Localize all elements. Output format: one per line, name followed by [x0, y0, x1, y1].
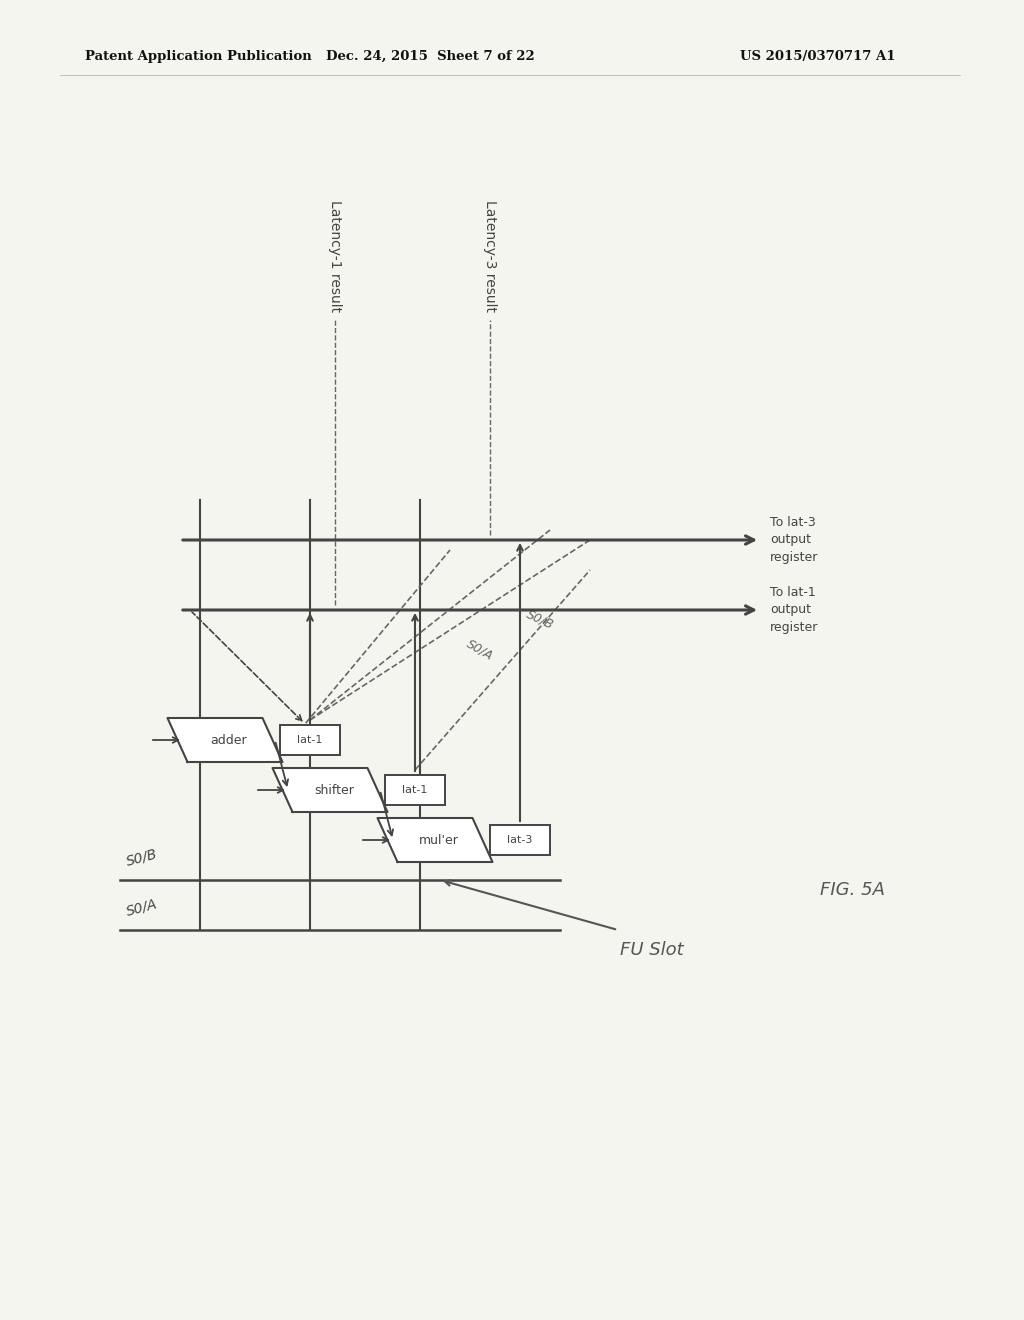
Text: Dec. 24, 2015  Sheet 7 of 22: Dec. 24, 2015 Sheet 7 of 22 — [326, 50, 535, 63]
Text: adder: adder — [211, 734, 248, 747]
Text: Patent Application Publication: Patent Application Publication — [85, 50, 311, 63]
Text: FIG. 5A: FIG. 5A — [820, 880, 885, 899]
Text: shifter: shifter — [314, 784, 354, 796]
Text: Latency-3 result: Latency-3 result — [483, 201, 497, 312]
Text: FU Slot: FU Slot — [620, 941, 684, 960]
Text: Latency-1 result: Latency-1 result — [328, 201, 342, 312]
Text: US 2015/0370717 A1: US 2015/0370717 A1 — [740, 50, 896, 63]
Polygon shape — [378, 818, 493, 862]
Bar — [385, 775, 445, 805]
Polygon shape — [168, 718, 283, 762]
Text: mul'er: mul'er — [419, 833, 459, 846]
Polygon shape — [272, 768, 387, 812]
Bar — [280, 725, 340, 755]
Text: lat-1: lat-1 — [402, 785, 428, 795]
Text: To lat-3
output
register: To lat-3 output register — [770, 516, 818, 565]
Bar — [490, 825, 550, 855]
Text: S0/B: S0/B — [524, 609, 556, 632]
Text: lat-3: lat-3 — [507, 836, 532, 845]
Text: lat-1: lat-1 — [297, 735, 323, 744]
Text: S0/B: S0/B — [125, 846, 160, 869]
Text: To lat-1
output
register: To lat-1 output register — [770, 586, 818, 635]
Text: S0/A: S0/A — [125, 896, 160, 917]
Text: S0/A: S0/A — [464, 638, 496, 663]
